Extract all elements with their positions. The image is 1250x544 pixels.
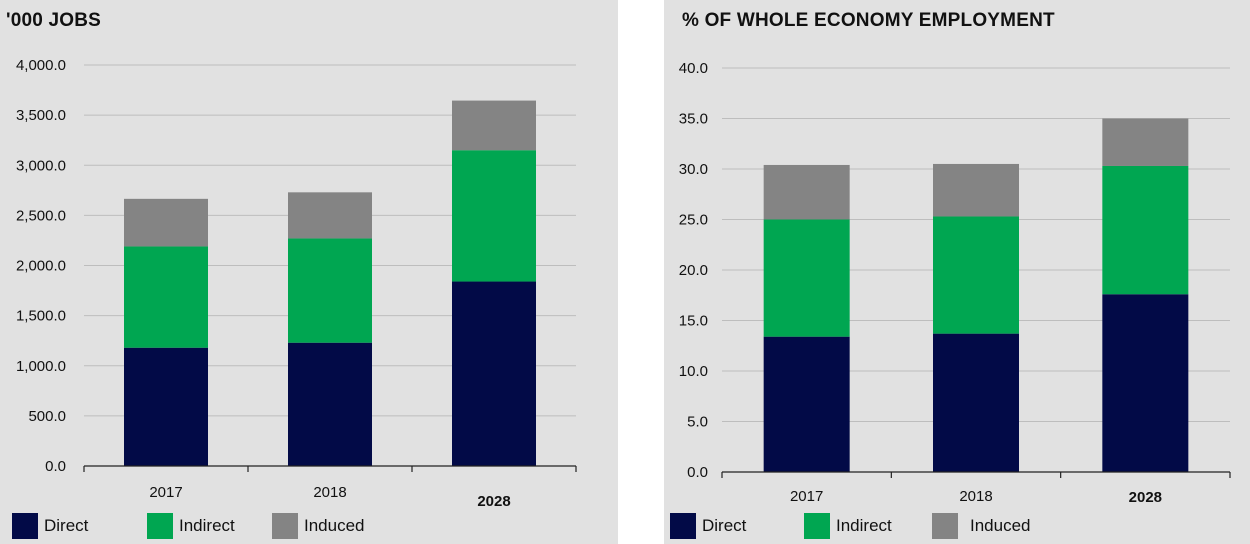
y-tick-label: 1,500.0 xyxy=(16,308,66,325)
bar-indirect-2028 xyxy=(1102,165,1189,295)
bar-direct-2017 xyxy=(763,336,850,472)
y-tick-label: 0.0 xyxy=(45,458,66,475)
legend-label-direct: Direct xyxy=(702,516,747,535)
y-tick-label: 15.0 xyxy=(679,313,708,330)
y-tick-label: 500.0 xyxy=(28,408,66,425)
legend-swatch-indirect xyxy=(147,513,173,539)
y-tick-label: 30.0 xyxy=(679,161,708,178)
bar-induced-2018 xyxy=(933,163,1019,217)
legend-label-induced: Induced xyxy=(970,516,1031,535)
bar-indirect-2018 xyxy=(288,238,372,343)
bar-induced-2028 xyxy=(452,100,536,151)
bar-indirect-2017 xyxy=(763,219,850,337)
legend-swatch-induced xyxy=(932,513,958,539)
bar-induced-2028 xyxy=(1102,118,1189,166)
bar-indirect-2017 xyxy=(124,246,208,348)
legend-label-induced: Induced xyxy=(304,516,365,535)
chart-title: '000 JOBS xyxy=(6,10,102,31)
legend-label-indirect: Indirect xyxy=(179,516,235,535)
y-tick-label: 2,000.0 xyxy=(16,258,66,275)
jobs-chart-panel: '000 JOBS 0.0 500.0 1,000.0 1,500.0 2,000.0 2… xyxy=(0,0,618,544)
x-tick-label: 2018 xyxy=(959,488,992,505)
bar-direct-2018 xyxy=(288,342,372,466)
x-tick-label: 2028 xyxy=(477,493,510,510)
y-tick-label: 10.0 xyxy=(679,363,708,380)
legend-swatch-direct xyxy=(670,513,696,539)
y-tick-label: 1,000.0 xyxy=(16,358,66,375)
chart-title: % OF WHOLE ECONOMY EMPLOYMENT xyxy=(682,10,1055,31)
x-tick-label: 2018 xyxy=(313,484,346,501)
jobs-chart: 0.0 500.0 1,000.0 1,500.0 2,000.0 2,500.0 3,00… xyxy=(16,57,577,510)
bar-induced-2018 xyxy=(288,192,372,239)
y-tick-label: 3,500.0 xyxy=(16,107,66,124)
y-tick-label: 0.0 xyxy=(687,464,708,481)
bar-induced-2017 xyxy=(763,164,850,220)
legend-label-direct: Direct xyxy=(44,516,89,535)
employment-share-chart: 0.0 5.0 10.0 15.0 20.0 25.0 30.0 35.0 40.0 2017 20… xyxy=(679,60,1231,506)
bar-induced-2017 xyxy=(124,198,208,247)
x-tick-label: 2017 xyxy=(149,484,182,501)
legend-swatch-indirect xyxy=(804,513,830,539)
employment-share-chart-panel: % OF WHOLE ECONOMY EMPLOYMENT 0.0 5.0 10.0… xyxy=(664,0,1250,544)
y-tick-label: 40.0 xyxy=(679,60,708,77)
bar-indirect-2018 xyxy=(933,216,1019,334)
y-tick-label: 25.0 xyxy=(679,212,708,229)
bar-direct-2028 xyxy=(452,281,536,466)
x-tick-label: 2017 xyxy=(790,488,823,505)
legend-swatch-induced xyxy=(272,513,298,539)
y-tick-label: 2,500.0 xyxy=(16,207,66,224)
bar-indirect-2028 xyxy=(452,150,536,282)
x-tick-label: 2028 xyxy=(1129,489,1162,506)
bar-direct-2018 xyxy=(933,333,1019,472)
y-tick-label: 20.0 xyxy=(679,262,708,279)
legend-swatch-direct xyxy=(12,513,38,539)
y-tick-label: 3,000.0 xyxy=(16,157,66,174)
legend-label-indirect: Indirect xyxy=(836,516,892,535)
y-tick-label: 5.0 xyxy=(687,414,708,431)
y-tick-label: 4,000.0 xyxy=(16,57,66,74)
bar-direct-2017 xyxy=(124,347,208,466)
y-tick-label: 35.0 xyxy=(679,111,708,128)
bar-direct-2028 xyxy=(1102,294,1189,472)
